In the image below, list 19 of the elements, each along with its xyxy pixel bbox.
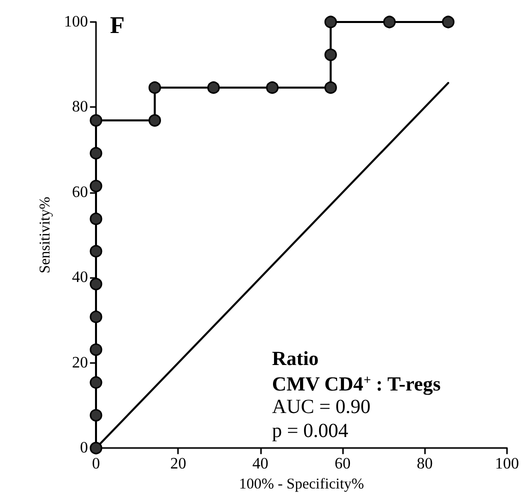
- x-tick-label: 0: [92, 456, 100, 473]
- x-tick-label: 40: [252, 456, 268, 473]
- x-tick-label: 20: [170, 456, 186, 473]
- annotation: p = 0.004: [272, 420, 348, 442]
- y-tick-label: 80: [72, 98, 88, 116]
- annotation: AUC = 0.90: [272, 396, 371, 418]
- y-tick-label: 0: [80, 440, 88, 457]
- y-tick-label: 100: [64, 14, 88, 30]
- x-tick-label: 80: [416, 456, 433, 473]
- annotation: F: [110, 13, 125, 39]
- x-tick-label: 60: [334, 456, 351, 473]
- x-tick-label: 100: [495, 456, 519, 473]
- y-axis-title: Sensitivity%: [38, 196, 54, 274]
- annotation: CMV CD4+ : T-regs: [272, 372, 441, 396]
- y-tick-label: 20: [72, 354, 88, 372]
- y-tick-label: 60: [72, 184, 88, 201]
- y-tick-label: 40: [72, 269, 88, 286]
- x-axis-title: 100% - Specificity%: [239, 476, 364, 492]
- annotation: Ratio: [272, 348, 319, 370]
